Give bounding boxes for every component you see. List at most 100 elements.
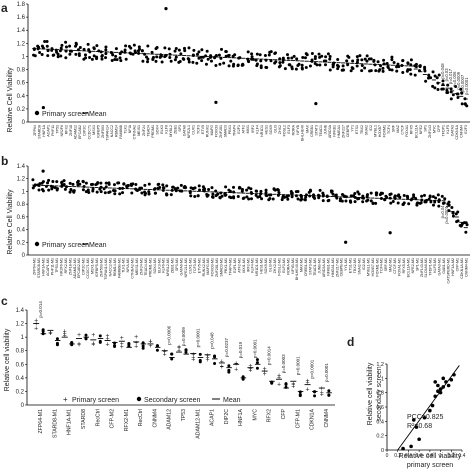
data-point (440, 87, 444, 91)
data-point (418, 64, 422, 68)
data-point (197, 184, 201, 188)
data-point (114, 47, 118, 51)
data-point (236, 194, 240, 198)
data-point (245, 195, 249, 199)
category-label: MAX-M1 (300, 258, 304, 272)
data-point (246, 59, 250, 63)
data-point (157, 182, 161, 186)
data-point (441, 79, 445, 83)
category-label: GATA3 (451, 125, 455, 136)
category-label: GLI3 (273, 125, 277, 133)
data-point (96, 181, 100, 185)
data-point (158, 55, 162, 59)
category-label: SOX4-M1 (153, 258, 157, 274)
category-label: IGFBP5 (96, 125, 100, 138)
data-point (245, 188, 249, 192)
data-point (124, 44, 128, 48)
data-point (146, 60, 150, 64)
category-label: MAFG-M1 (206, 258, 210, 275)
data-point (47, 178, 51, 182)
data-point (192, 48, 196, 52)
data-point (267, 198, 271, 202)
data-point (294, 190, 298, 194)
category-label: STAT3-M1 (309, 258, 313, 275)
category-label: ZHX2-M1 (273, 258, 277, 273)
data-point (292, 54, 296, 58)
category-label: ETS1-M1 (349, 258, 353, 273)
data-point (258, 195, 262, 199)
data-point (353, 191, 357, 195)
data-point (206, 57, 210, 61)
category-label: TSPAN14-M1 (104, 258, 108, 280)
category-label: MSX1-M1 (91, 258, 95, 274)
category-label: FOSL2 (283, 125, 287, 136)
data-point (360, 58, 364, 62)
category-label: ELF3-M1 (282, 258, 286, 273)
data-point (408, 68, 412, 72)
category-label: MAZ (396, 124, 400, 132)
category-label: BHLHE40-M1 (295, 258, 299, 280)
data-point (183, 49, 187, 53)
primary-point: + (291, 382, 295, 389)
data-point (406, 61, 410, 65)
data-point (460, 102, 464, 106)
category-label: TBX2 (360, 125, 364, 134)
primary-point: + (77, 341, 81, 348)
primary-point: + (306, 378, 310, 385)
category-label: TSPAN14 (105, 125, 109, 141)
data-point (161, 183, 165, 187)
data-point (271, 197, 275, 201)
data-point (229, 196, 233, 200)
data-point (115, 58, 119, 62)
category-label: STAT3 (314, 125, 318, 136)
data-point (209, 59, 213, 63)
data-point (452, 372, 456, 377)
data-point (232, 185, 236, 189)
category-label: KLF5-M1 (433, 258, 437, 273)
category-label: SOX9-M1 (264, 258, 268, 274)
data-point (74, 52, 78, 56)
y-tick-label: 0.8 (376, 391, 384, 397)
data-point (200, 48, 204, 52)
data-point (335, 63, 339, 67)
data-point (89, 182, 93, 186)
category-label: PBX1-M1 (224, 258, 228, 273)
data-point (307, 190, 311, 194)
category-label: BHLHE40 (301, 125, 305, 141)
data-point (459, 87, 463, 91)
data-point (431, 195, 435, 199)
data-point (84, 181, 88, 185)
primary-point: + (277, 382, 281, 389)
data-point (72, 190, 76, 194)
data-point (420, 194, 424, 198)
data-point (78, 182, 82, 186)
data-point (86, 42, 90, 46)
secondary-point (113, 344, 117, 348)
data-point (287, 63, 291, 67)
data-point (205, 194, 209, 198)
secondary-point (84, 333, 88, 337)
secondary-point (241, 377, 245, 381)
data-point (450, 206, 454, 210)
p-value-label: p=0.0237 (224, 338, 229, 357)
primary-point: + (206, 357, 210, 364)
data-point (99, 190, 103, 194)
category-label: NFE2L1 (187, 125, 191, 138)
primary-point: + (320, 389, 324, 396)
category-label: STARD8 (81, 409, 87, 429)
legend-primary-marker (34, 110, 40, 116)
category-label: GLI3-M1 (269, 258, 273, 272)
data-point (62, 182, 66, 186)
data-point (187, 46, 191, 50)
data-point (59, 54, 63, 58)
data-point-outlier (388, 231, 392, 235)
data-point (76, 179, 80, 183)
data-point (312, 195, 316, 199)
category-label: TBX2-M1 (353, 258, 357, 273)
primary-point: + (320, 386, 324, 393)
legend-primary-label: Primary screen (42, 111, 89, 118)
data-point (197, 56, 201, 60)
category-label: KLF6 (164, 125, 168, 134)
data-point (401, 70, 405, 74)
data-point (376, 60, 380, 64)
